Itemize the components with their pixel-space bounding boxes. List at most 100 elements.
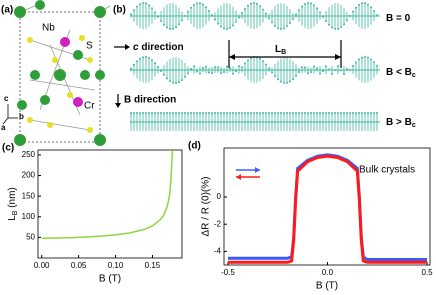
spin-tip: [250, 57, 252, 60]
spin-tip: [214, 66, 216, 69]
spin-tip: [157, 15, 159, 18]
atom-label: S: [86, 41, 93, 52]
spin-tip: [226, 65, 228, 68]
spin-tip: [361, 2, 363, 5]
spin-tip: [370, 112, 372, 114]
spin-tip: [238, 65, 240, 68]
spin-tip: [310, 71, 312, 74]
spin-tip: [355, 6, 357, 9]
spin-tip: [253, 112, 255, 114]
spin-tip: [259, 112, 261, 114]
spin-tip: [148, 4, 150, 7]
spin-tip: [292, 17, 294, 20]
spin-tip: [289, 22, 291, 25]
spin-tip: [238, 16, 240, 19]
spin-tip: [259, 57, 261, 60]
legend-arrowhead: [255, 167, 260, 173]
spin-tip: [334, 27, 336, 30]
spin-tip: [163, 112, 165, 114]
spin-tip: [343, 112, 345, 114]
spin-tip: [211, 14, 213, 17]
spin-tip: [352, 65, 354, 68]
spin-tip: [325, 65, 327, 68]
spin-tip: [295, 13, 297, 16]
y-tick-label: -2: [214, 219, 222, 228]
spin-tip: [250, 2, 252, 5]
spin-tip: [214, 112, 216, 114]
spin-tip: [313, 65, 315, 68]
spin-tip: [163, 73, 165, 76]
x-tick-label: 0.5: [421, 268, 433, 277]
spin-tip: [175, 112, 177, 114]
spin-tip: [139, 57, 141, 60]
spin-tip: [169, 80, 171, 83]
spin-tip: [235, 20, 237, 23]
spin-tip: [301, 112, 303, 114]
spin-tip: [265, 112, 267, 114]
spin-tip: [319, 72, 321, 75]
spin-tip: [235, 70, 237, 73]
spin-tip: [358, 3, 360, 6]
y-tick-label: -4: [214, 247, 222, 256]
spin-tip: [199, 72, 201, 75]
x-tick-label: 0.10: [108, 261, 124, 270]
spin-tip: [343, 23, 345, 26]
spin-tip: [352, 112, 354, 114]
spin-tip: [259, 5, 261, 8]
spin-tip: [205, 112, 207, 114]
spin-tip: [292, 78, 294, 81]
y-tick-label: 100: [22, 212, 36, 221]
spin-tip: [283, 112, 285, 114]
spin-tip: [130, 112, 132, 114]
spin-tip: [313, 112, 315, 114]
spin-tip: [346, 112, 348, 114]
spin-tip: [358, 112, 360, 114]
spin-tip: [331, 72, 333, 75]
y-axis-label: LB (nm): [7, 187, 19, 221]
spin-tip: [160, 112, 162, 114]
spin-tip: [139, 3, 141, 6]
spin-tip: [292, 112, 294, 114]
spin-tip: [277, 27, 279, 30]
spin-tip: [217, 66, 219, 69]
spin-tip: [352, 10, 354, 13]
spin-tip: [187, 72, 189, 75]
spin-tip: [190, 112, 192, 114]
spin-tip: [214, 18, 216, 21]
spin-tip: [274, 112, 276, 114]
spin-tip: [133, 9, 135, 12]
spin-tip: [361, 56, 363, 59]
row-label: B < Bc: [386, 67, 416, 79]
spin-tip: [238, 112, 240, 114]
legend-arrowhead: [236, 174, 241, 180]
spin-tip: [334, 69, 336, 72]
spin-tip: [211, 112, 213, 114]
data-line: [227, 154, 428, 264]
spin-tip: [181, 79, 183, 82]
spin-tip: [253, 2, 255, 5]
spin-tip: [298, 71, 300, 74]
spin-tip: [331, 26, 333, 29]
spin-tip: [196, 70, 198, 73]
spin-tip: [193, 65, 195, 68]
spin-tip: [139, 112, 141, 114]
panel-label: (a): [1, 5, 13, 16]
spin-tip: [328, 112, 330, 114]
y-tick-label: 250: [22, 150, 36, 159]
spin-tip: [295, 74, 297, 77]
x-axis-label: B (T): [316, 281, 338, 292]
spin-tip: [367, 112, 369, 114]
spin-tip: [364, 2, 366, 5]
spin-tip: [178, 81, 180, 84]
spin-tip: [145, 112, 147, 114]
spin-tip: [130, 13, 132, 16]
direction-label: B direction: [124, 95, 176, 106]
x-tick-label: 0.0: [322, 268, 334, 277]
spin-tip: [277, 78, 279, 81]
spin-tip: [202, 112, 204, 114]
spin-tip: [376, 14, 378, 17]
spin-tip: [262, 112, 264, 114]
spin-tip: [355, 61, 357, 64]
spin-tip: [247, 112, 249, 114]
spin-tip: [223, 71, 225, 74]
